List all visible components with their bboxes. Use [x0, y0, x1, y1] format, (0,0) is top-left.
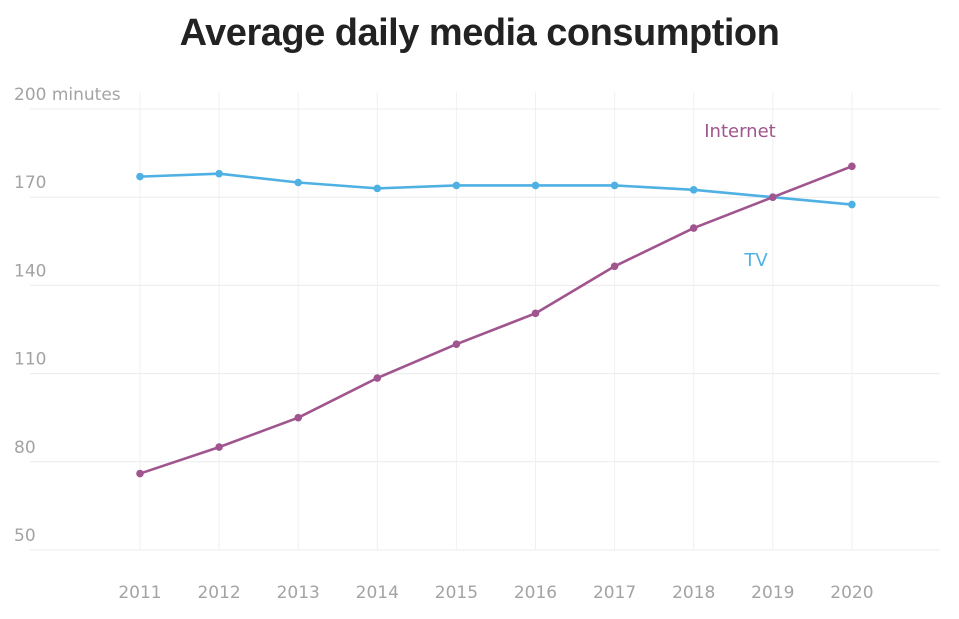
y-tick-label: 170 — [14, 173, 46, 193]
y-tick-label: 140 — [14, 261, 46, 281]
label-layer: TV Internet — [704, 121, 775, 271]
x-tick-label: 2015 — [435, 583, 478, 603]
data-point-internet — [610, 262, 619, 271]
series-line-internet — [139, 165, 853, 475]
data-point-internet — [689, 224, 698, 232]
data-point-tv — [215, 169, 223, 178]
x-tick-label: 2014 — [356, 583, 399, 603]
data-point-internet — [215, 443, 223, 451]
data-point-tv — [294, 178, 303, 187]
data-point-internet — [294, 413, 303, 422]
x-tick-label: 2020 — [830, 583, 873, 603]
data-point-internet — [531, 309, 540, 318]
series-label-internet: Internet — [704, 121, 775, 142]
series-label-tv: TV — [743, 250, 768, 271]
y-tick-label: 110 — [14, 350, 46, 370]
x-tick-label: 2019 — [751, 583, 794, 603]
x-tick-label: 2012 — [197, 583, 240, 603]
grid-layer — [30, 92, 940, 551]
data-point-internet — [373, 374, 382, 382]
x-tick-label: 2011 — [118, 583, 161, 603]
x-tick-label: 2016 — [514, 583, 557, 603]
x-tick-label: 2013 — [277, 583, 320, 603]
data-point-internet — [136, 469, 144, 478]
series-layer — [136, 162, 856, 478]
data-point-internet — [452, 340, 461, 349]
data-point-tv — [689, 186, 698, 194]
data-point-internet — [848, 162, 856, 171]
data-point-tv — [531, 181, 540, 190]
series-line-tv — [139, 172, 853, 206]
data-point-internet — [769, 193, 777, 201]
data-point-tv — [848, 200, 856, 209]
data-point-tv — [373, 184, 382, 193]
x-tick-label: 2018 — [672, 583, 715, 603]
y-tick-label: 200 minutes — [14, 85, 121, 105]
tick-layer: 200 minutes 170 140 110 80 50 2011 2012 2013 2014… — [14, 85, 874, 603]
y-tick-label: 80 — [14, 438, 36, 458]
data-point-tv — [452, 181, 461, 190]
x-tick-label: 2017 — [593, 583, 636, 603]
data-point-tv — [136, 172, 144, 181]
chart-title: Average daily media consumption — [179, 12, 780, 54]
y-tick-label: 50 — [14, 526, 36, 546]
data-point-tv — [610, 181, 619, 190]
